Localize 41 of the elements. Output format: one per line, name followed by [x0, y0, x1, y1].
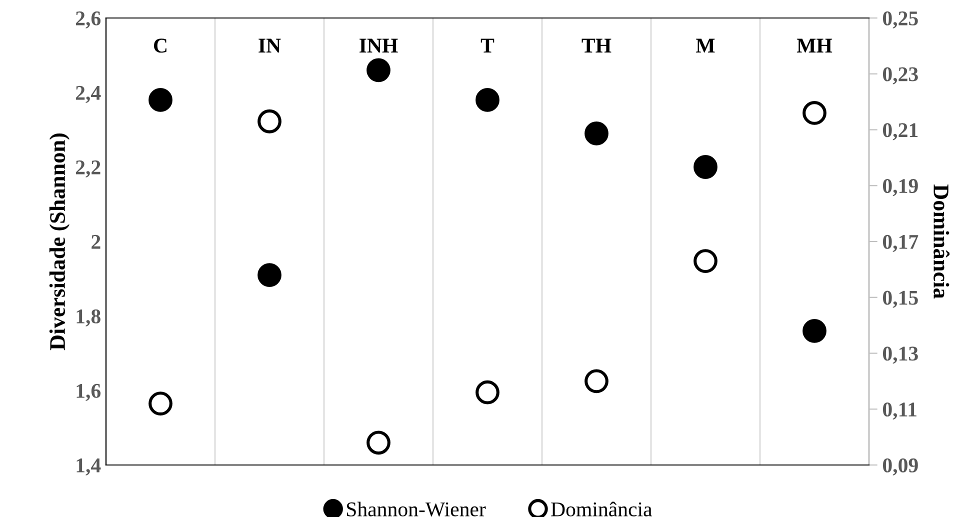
y-tick-label: 2,6: [76, 11, 101, 28]
x-tick-label: TH: [582, 38, 612, 52]
legend-label: Shannon-Wiener: [346, 502, 486, 517]
y-tick-label: 1,4: [76, 458, 101, 476]
x-tick-label: MH: [796, 38, 832, 52]
y2-tick-label: 0,19: [882, 179, 918, 196]
point: [258, 263, 282, 287]
y-tick-label: 2,4: [76, 86, 101, 103]
y2-tick-label: 0,09: [882, 458, 918, 476]
point: [148, 392, 172, 416]
y-tick-label: 2: [92, 234, 100, 249]
x-tick-label: C: [154, 38, 166, 53]
point: [258, 109, 282, 134]
y2-tick-label: 0,15: [882, 290, 918, 308]
x-tick-label: T: [480, 38, 494, 52]
y-axis-title: Diversidade (Shannon): [49, 134, 70, 350]
y-tick-label: 1,6: [76, 384, 101, 401]
x-tick-label: IN: [258, 38, 281, 52]
point: [802, 101, 826, 125]
point: [694, 249, 718, 273]
point: [366, 58, 390, 82]
y2-tick-label: 0,25: [882, 11, 918, 28]
y-tick-label: 2,2: [76, 160, 100, 178]
point: [802, 318, 826, 343]
y2-axis-title: Dominância: [934, 184, 950, 299]
point: [476, 88, 500, 112]
point: [148, 88, 172, 112]
x-tick-label: INH: [360, 38, 398, 52]
y2-tick-label: 0,13: [882, 346, 918, 364]
point: [584, 122, 608, 146]
point: [584, 369, 608, 394]
y-tick-label: 1,8: [76, 309, 100, 326]
point: [694, 155, 718, 179]
y2-tick-label: 0,17: [882, 234, 918, 252]
legend-label: Dominância: [551, 502, 652, 516]
x-tick-label: M: [696, 38, 715, 52]
y2-tick-label: 0,23: [882, 67, 918, 84]
y2-tick-label: 0,21: [882, 123, 918, 140]
point: [366, 430, 390, 455]
y2-tick-label: 0,11: [882, 402, 916, 420]
point: [476, 380, 500, 404]
